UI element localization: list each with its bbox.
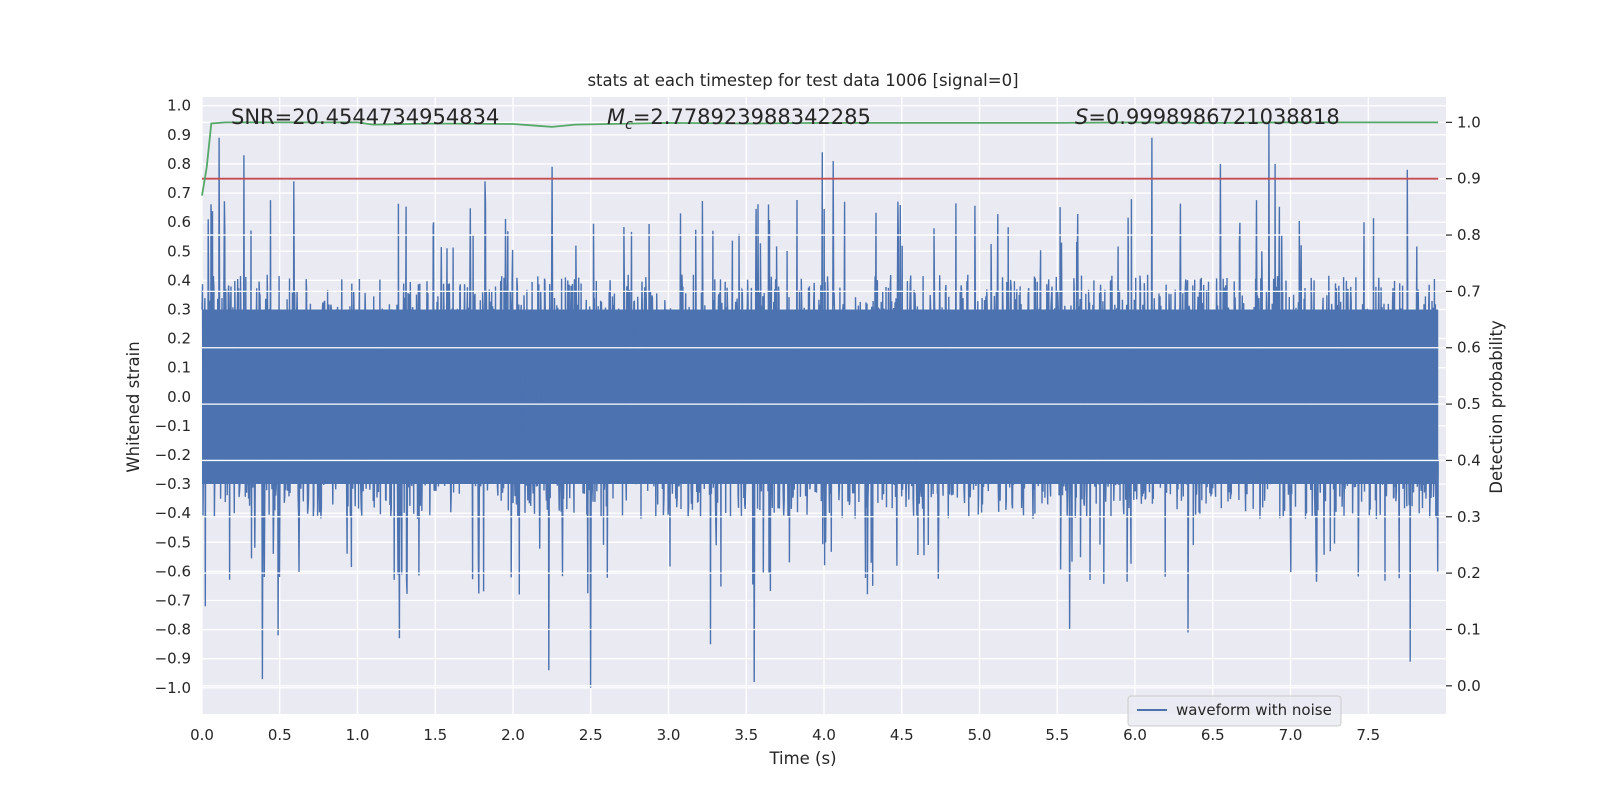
x-tick-label: 3.0 — [657, 726, 681, 744]
y-tick-label: 1.0 — [167, 97, 191, 115]
x-tick-label: 6.0 — [1123, 726, 1147, 744]
y2-axis-label: Detection probability — [1487, 320, 1506, 494]
y-tick-label: 0.3 — [167, 300, 191, 318]
y2-tick-label: 1.0 — [1457, 113, 1481, 131]
y-axis-ticks: 1.0 0.9 0.8 0.7 0.6 0.5 0.4 0.3 0.2 0.1 0.0 −0.1 −0.… — [155, 97, 191, 697]
mc-value: =2.778923988342285 — [633, 105, 871, 129]
chirp-mass-annotation: Mc=2.778923988342285 — [607, 105, 871, 133]
y-tick-label: 0.9 — [167, 126, 191, 144]
mc-symbol: M — [607, 105, 625, 129]
y-tick-label: −0.4 — [155, 504, 191, 522]
x-tick-label: 2.0 — [501, 726, 525, 744]
y-tick-label: 0.5 — [167, 242, 191, 260]
x-tick-label: 3.5 — [734, 726, 758, 744]
y-tick-label: 0.8 — [167, 155, 191, 173]
x-tick-label: 2.5 — [579, 726, 603, 744]
chart-title: stats at each timestep for test data 100… — [587, 71, 1018, 90]
y-tick-label: −0.3 — [155, 475, 191, 493]
y-tick-label: −0.2 — [155, 446, 191, 464]
y-tick-label: 0.1 — [167, 359, 191, 377]
y2-tick-label: 0.4 — [1457, 451, 1481, 469]
y-tick-label: 0.6 — [167, 213, 191, 231]
y-tick-label: −0.6 — [155, 562, 191, 580]
y2-tick-label: 0.6 — [1457, 339, 1481, 357]
y2-tick-label: 0.5 — [1457, 395, 1481, 413]
y2-tick-label: 0.9 — [1457, 170, 1481, 188]
y-tick-label: 0.2 — [167, 330, 191, 348]
x-tick-label: 4.0 — [812, 726, 836, 744]
s-annotation: S=0.9998986721038818 — [1075, 105, 1340, 129]
y2-tick-label: 0.7 — [1457, 282, 1481, 300]
y-tick-label: 0.4 — [167, 271, 191, 289]
y-tick-label: −0.8 — [155, 621, 191, 639]
x-tick-label: 0.5 — [268, 726, 292, 744]
y-tick-label: −0.5 — [155, 533, 191, 551]
x-tick-label: 4.5 — [890, 726, 914, 744]
y2-tick-label: 0.3 — [1457, 508, 1481, 526]
y-tick-label: −0.9 — [155, 650, 191, 668]
y-tick-label: 0.0 — [167, 388, 191, 406]
mc-subscript: c — [625, 117, 633, 133]
x-axis-ticks: 0.0 0.5 1.0 1.5 2.0 2.5 3.0 3.5 4.0 4.5 5.0 5.5 6.0 6… — [190, 726, 1380, 744]
y2-tick-label: 0.1 — [1457, 620, 1481, 638]
waveform-line — [201, 123, 1439, 688]
snr-annotation: SNR=20.4544734954834 — [231, 105, 499, 129]
x-tick-label: 1.5 — [423, 726, 447, 744]
s-value: =0.9998986721038818 — [1088, 105, 1339, 129]
y-tick-label: −0.1 — [155, 417, 191, 435]
legend-box — [1127, 695, 1342, 727]
x-axis-label: Time (s) — [768, 749, 836, 768]
legend: waveform with noise — [1127, 695, 1342, 727]
y-tick-label: −1.0 — [155, 679, 191, 697]
x-tick-label: 0.0 — [190, 726, 214, 744]
x-tick-label: 6.5 — [1201, 726, 1225, 744]
y2-tick-label: 0.8 — [1457, 226, 1481, 244]
waveform-with-noise-series — [201, 123, 1439, 688]
detection-probability-line — [201, 121, 1439, 196]
y2-tick-label: 0.2 — [1457, 564, 1481, 582]
legend-label: waveform with noise — [1176, 701, 1332, 719]
y-axis-label: Whitened strain — [124, 341, 143, 472]
y2-tick-label: 0.0 — [1457, 677, 1481, 695]
x-tick-label: 1.0 — [346, 726, 370, 744]
y-tick-label: 0.7 — [167, 184, 191, 202]
y2-axis-ticks: 1.0 0.9 0.8 0.7 0.6 0.5 0.4 0.3 0.2 0.1 0.0 — [1446, 113, 1481, 695]
y-tick-label: −0.7 — [155, 591, 191, 609]
s-symbol: S — [1075, 105, 1088, 129]
x-tick-label: 5.0 — [968, 726, 992, 744]
x-tick-label: 7.0 — [1279, 726, 1303, 744]
x-tick-label: 7.5 — [1356, 726, 1380, 744]
x-tick-label: 5.5 — [1045, 726, 1069, 744]
